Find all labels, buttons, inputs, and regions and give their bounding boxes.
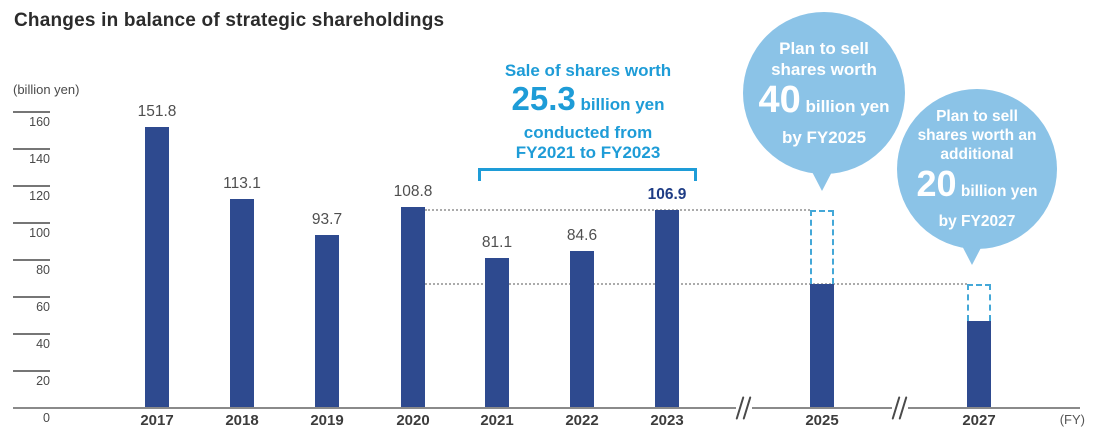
- planned-sale-box-2027: [967, 284, 991, 322]
- y-axis-tick-label: 120: [29, 189, 50, 203]
- y-axis-tick: [13, 370, 50, 372]
- bar-value-label-2022: 84.6: [566, 227, 598, 245]
- y-axis-tick-label: 100: [29, 226, 50, 240]
- y-axis-tick: [13, 148, 50, 150]
- axis-break-mask: [736, 405, 752, 412]
- y-axis-unit-label: (billion yen): [13, 82, 80, 97]
- chart-title: Changes in balance of strategic sharehol…: [14, 10, 445, 31]
- y-axis-tick: [13, 333, 50, 335]
- x-axis-label-2022: 2022: [565, 412, 599, 429]
- bar-2022: [570, 251, 594, 408]
- bubble-fy2027: Plan to sell shares worth an additional …: [897, 89, 1057, 249]
- sale-annotation-line1: Sale of shares worth: [504, 61, 672, 80]
- bar-value-label-2017: 151.8: [137, 103, 177, 121]
- y-axis-tick-label: 80: [36, 263, 50, 277]
- x-axis-label-2023: 2023: [650, 412, 684, 429]
- bar-value-label-2020: 108.8: [393, 182, 433, 200]
- x-axis-label-2018: 2018: [225, 412, 259, 429]
- dotted-guide-line: [425, 209, 810, 212]
- bubble-fy2025-line1: Plan to sell: [779, 39, 869, 58]
- sale-annotation-line3: conducted from: [523, 123, 653, 142]
- sale-annotation-amount-unit: billion yen: [575, 95, 665, 114]
- x-axis-label-2025: 2025: [805, 412, 839, 429]
- bar-2018: [230, 198, 254, 408]
- y-axis-tick: [13, 185, 50, 187]
- bar-2023: [655, 210, 679, 408]
- y-axis-tick-label: 0: [43, 411, 50, 425]
- bar-value-label-2019: 93.7: [311, 210, 343, 228]
- bar-2027: [967, 321, 991, 408]
- planned-sale-box-2025: [810, 210, 834, 285]
- x-axis-label-2027: 2027: [962, 412, 996, 429]
- y-axis-tick: [13, 296, 50, 298]
- sale-annotation-amount: 25.3: [511, 80, 576, 117]
- bubble-fy2027-amount-unit: billion yen: [956, 183, 1038, 200]
- y-axis-tick: [13, 222, 50, 224]
- x-axis-label-2021: 2021: [480, 412, 514, 429]
- x-axis-label-2017: 2017: [140, 412, 174, 429]
- bubble-fy2025-amount: 40: [758, 79, 801, 121]
- bar-2020: [401, 206, 425, 408]
- bubble-fy2025: Plan to sell shares worth 40 billion yen…: [743, 12, 905, 174]
- bubble-fy2025-line2: shares worth: [771, 60, 877, 79]
- dotted-guide-line: [425, 283, 967, 286]
- bar-2017: [145, 127, 169, 408]
- bubble-fy2025-amount-unit: billion yen: [800, 97, 890, 116]
- bubble-fy2027-line1: Plan to sell: [936, 108, 1018, 125]
- bar-2021: [485, 257, 509, 408]
- bubble-fy2027-line4: by FY2027: [938, 213, 1016, 230]
- annotation-bracket: [478, 168, 697, 181]
- y-axis-tick: [13, 111, 50, 113]
- x-axis-label-2019: 2019: [310, 412, 344, 429]
- y-axis-tick-label: 140: [29, 152, 50, 166]
- y-axis-tick-label: 160: [29, 115, 50, 129]
- bar-2025: [810, 284, 834, 408]
- axis-break: [735, 396, 752, 420]
- bubble-fy2027-line2: shares worth an: [917, 127, 1037, 144]
- y-axis-tick-label: 60: [36, 300, 50, 314]
- y-axis-tick-label: 40: [36, 337, 50, 351]
- x-axis-unit-label: (FY): [1059, 412, 1085, 427]
- bar-2019: [315, 234, 339, 408]
- sale-annotation-line4: FY2021 to FY2023: [515, 143, 661, 162]
- y-axis-tick: [13, 259, 50, 261]
- bubble-fy2027-line3: additional: [940, 146, 1014, 163]
- bar-value-label-2021: 81.1: [481, 233, 513, 251]
- x-axis-line: [13, 407, 1080, 409]
- axis-break: [891, 396, 908, 420]
- y-axis-tick-label: 20: [36, 374, 50, 388]
- bubble-fy2025-line3: by FY2025: [781, 128, 867, 147]
- bar-value-label-2023: 106.9: [647, 186, 687, 204]
- sale-annotation: Sale of shares worth 25.3 billion yen co…: [468, 61, 708, 163]
- bar-value-label-2018: 113.1: [223, 174, 261, 192]
- axis-break-mask: [892, 405, 908, 412]
- x-axis-label-2020: 2020: [396, 412, 430, 429]
- bubble-fy2027-amount: 20: [916, 163, 957, 204]
